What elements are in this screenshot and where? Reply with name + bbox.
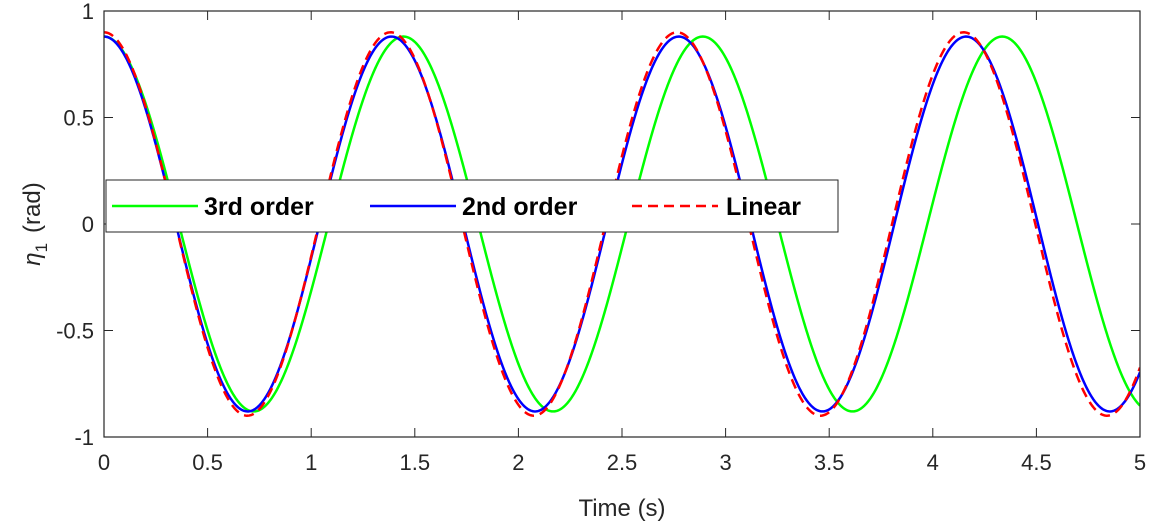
series-line-linear [104, 31, 1140, 417]
x-tick-label: 3.5 [814, 450, 845, 475]
legend-label-3rd-order: 3rd order [204, 193, 314, 221]
x-tick-label: 1.5 [400, 450, 431, 475]
x-tick-label: 1 [305, 450, 317, 475]
legend-label-2nd-order: 2nd order [462, 193, 578, 221]
svg-text:η1(rad): η1 (rad) [19, 182, 51, 265]
x-tick-label: 4 [927, 450, 939, 475]
x-axis-ticks: 0 0.5 1 1.5 2 2.5 3 3.5 4 4.5 5 [98, 11, 1146, 475]
y-tick-label: 1 [82, 0, 94, 24]
x-tick-label: 2.5 [607, 450, 638, 475]
x-tick-label: 4.5 [1021, 450, 1052, 475]
y-axis-label: η1 (rad) [19, 182, 51, 265]
y-tick-label: 0 [82, 212, 94, 237]
y-axis-label-unit: (rad) [19, 182, 46, 233]
legend-label-linear: Linear [726, 193, 801, 221]
x-tick-label: 0 [98, 450, 110, 475]
x-tick-label: 3 [719, 450, 731, 475]
y-tick-label: -0.5 [56, 319, 94, 344]
series-layer [104, 31, 1140, 417]
y-tick-label: 0.5 [63, 106, 94, 131]
x-tick-label: 5 [1134, 450, 1146, 475]
x-tick-label: 2 [512, 450, 524, 475]
y-tick-label: -1 [74, 425, 94, 450]
series-line-3rd-order [104, 35, 1140, 413]
legend: 3rd order 2nd order Linear [105, 179, 839, 233]
y-axis-ticks: -1 -0.5 0 0.5 1 [56, 0, 1140, 450]
x-axis-label: Time (s) [578, 495, 665, 522]
y-axis-label-symbol: η [19, 252, 46, 265]
y-axis-label-subscript: 1 [32, 243, 51, 252]
x-tick-label: 0.5 [192, 450, 223, 475]
